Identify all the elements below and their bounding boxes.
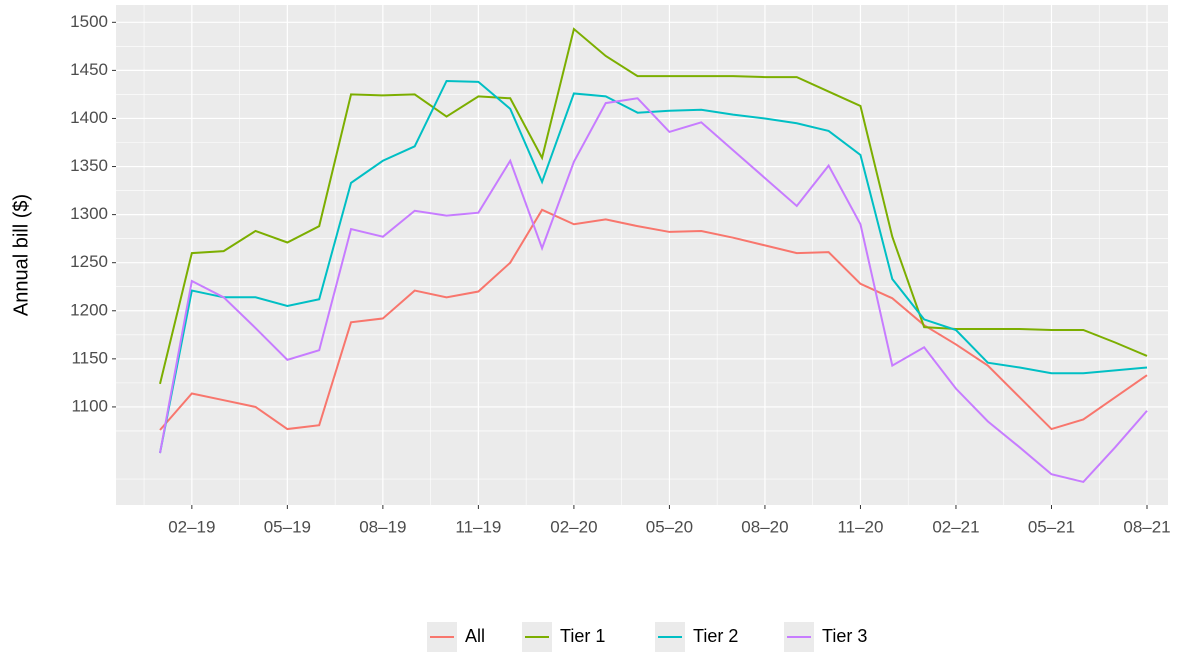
- y-tick-label: 1250: [70, 252, 108, 271]
- x-tick-label: 02–19: [168, 517, 215, 536]
- x-tick-label: 05–21: [1028, 517, 1075, 536]
- x-tick-label: 08–21: [1123, 517, 1170, 536]
- x-tick-label: 02–20: [550, 517, 597, 536]
- y-tick-label: 1100: [71, 396, 108, 415]
- y-tick-label: 1400: [70, 108, 108, 127]
- x-tick-label: 02–21: [932, 517, 979, 536]
- series-line: [159, 27, 1148, 385]
- x-tick-label: 11–20: [837, 517, 883, 536]
- legend-label: Tier 1: [560, 626, 605, 646]
- series-line: [159, 208, 1148, 431]
- y-tick-label: 1450: [70, 60, 108, 79]
- x-tick-label: 05–20: [646, 517, 693, 536]
- x-tick-label: 05–19: [264, 517, 311, 536]
- series-line: [159, 97, 1148, 484]
- y-tick-label: 1300: [70, 204, 108, 223]
- x-tick-label: 08–20: [741, 517, 788, 536]
- y-tick-label: 1350: [70, 156, 108, 175]
- panel: [116, 5, 1168, 505]
- y-tick-label: 1150: [71, 348, 108, 367]
- y-tick-label: 1500: [70, 12, 108, 31]
- legend-label: All: [465, 626, 485, 646]
- legend-label: Tier 2: [693, 626, 738, 646]
- series-line: [159, 79, 1148, 454]
- x-tick-label: 08–19: [359, 517, 406, 536]
- legend-label: Tier 3: [822, 626, 867, 646]
- y-tick-label: 1200: [70, 300, 108, 319]
- x-tick-label: 11–19: [455, 517, 501, 536]
- y-axis-title: Annual bill ($): [10, 194, 32, 316]
